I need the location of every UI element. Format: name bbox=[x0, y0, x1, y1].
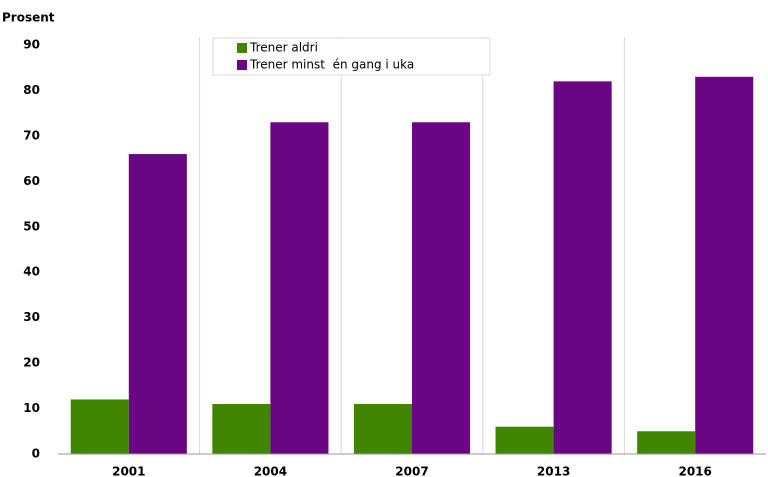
y-axis-label: Prosent bbox=[2, 11, 55, 25]
y-tick-label: 10 bbox=[23, 401, 40, 415]
bar bbox=[353, 404, 412, 454]
legend-label: Trener aldri bbox=[249, 41, 318, 55]
bar bbox=[637, 431, 696, 454]
y-tick-label: 40 bbox=[23, 265, 40, 279]
legend-swatch bbox=[237, 60, 247, 70]
y-tick-label: 60 bbox=[23, 174, 40, 188]
bar bbox=[695, 76, 754, 455]
legend-label: Trener minst én gang i uka bbox=[249, 58, 414, 72]
bar bbox=[495, 426, 554, 454]
y-tick-label: 80 bbox=[23, 83, 40, 97]
x-tick-label: 2016 bbox=[678, 465, 711, 477]
y-tick-label: 70 bbox=[23, 128, 40, 142]
y-tick-label: 30 bbox=[23, 310, 40, 324]
legend-swatch bbox=[237, 43, 247, 53]
x-tick-label: 2004 bbox=[254, 465, 287, 477]
bar bbox=[412, 122, 471, 454]
x-tick-label: 2013 bbox=[537, 465, 570, 477]
y-tick-label: 0 bbox=[32, 447, 40, 461]
x-tick-label: 2001 bbox=[112, 465, 145, 477]
bar bbox=[70, 399, 129, 454]
bar bbox=[212, 404, 271, 454]
y-tick-label: 50 bbox=[23, 219, 40, 233]
bar bbox=[270, 122, 329, 454]
x-tick-label: 2007 bbox=[395, 465, 428, 477]
y-tick-label: 20 bbox=[23, 356, 40, 370]
bar bbox=[128, 154, 187, 455]
legend-box bbox=[212, 37, 491, 76]
bar bbox=[553, 81, 612, 454]
y-tick-label: 90 bbox=[23, 38, 40, 52]
